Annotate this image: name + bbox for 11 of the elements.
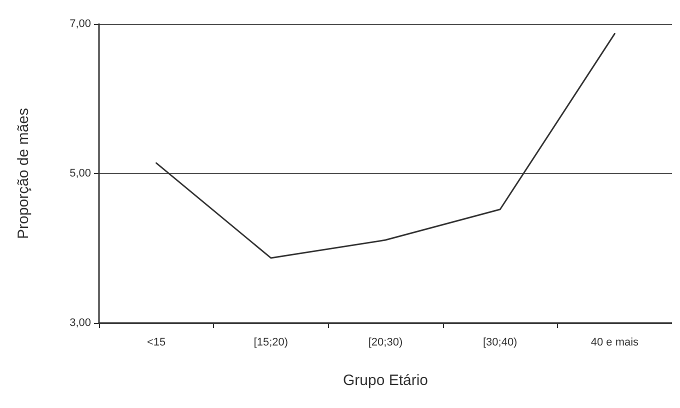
y-axis-title: Proporção de mães xyxy=(15,108,32,239)
y-tick-label: 7,00 xyxy=(70,18,91,30)
line-series xyxy=(156,32,616,259)
x-tick-label: 40 e mais xyxy=(590,336,640,348)
y-tick-label: 3,00 xyxy=(70,317,91,329)
x-tick-label: [15;20) xyxy=(254,336,288,348)
x-tick-label: [30;40) xyxy=(482,336,518,348)
x-tick-label: [20;30) xyxy=(368,336,403,348)
x-tick-label: <15 xyxy=(146,336,166,348)
y-tick-label: 5,00 xyxy=(70,168,91,180)
x-axis-title: Grupo Etário xyxy=(342,372,428,389)
